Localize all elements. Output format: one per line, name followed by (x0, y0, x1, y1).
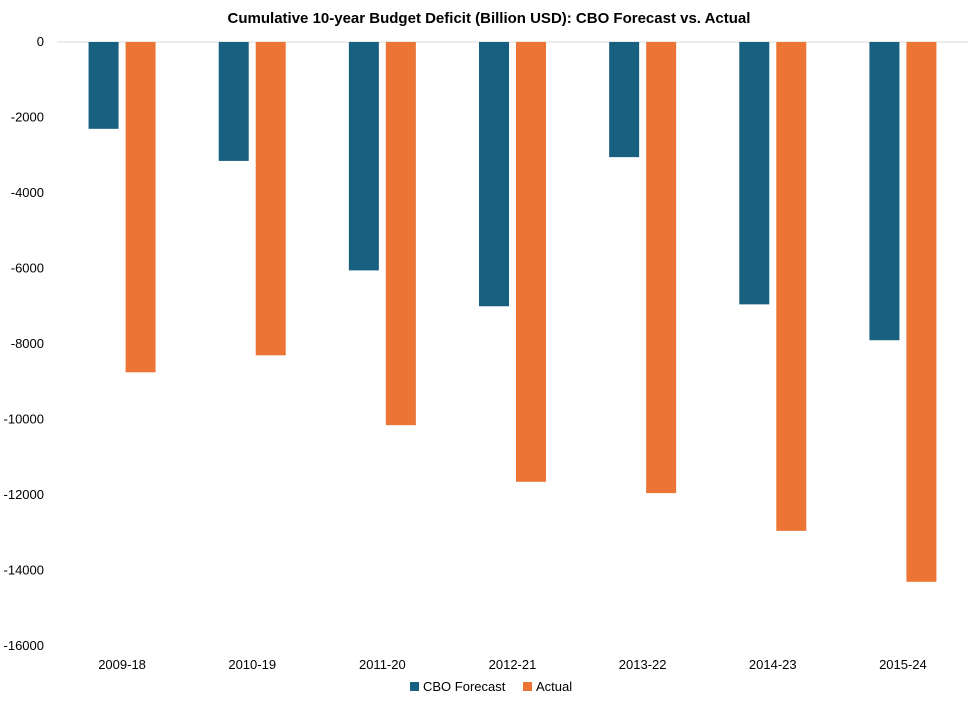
bar-actual-2011-20 (385, 42, 416, 426)
y-tick-label: -6000 (11, 261, 44, 276)
bar-actual-2014-23 (776, 42, 807, 531)
bar-cbo-forecast-2011-20 (348, 42, 379, 271)
legend-swatch-cbo-forecast (410, 682, 419, 691)
y-tick-label: -8000 (11, 336, 44, 351)
y-tick-label: -2000 (11, 110, 44, 125)
x-tick-label: 2012-21 (489, 657, 537, 672)
y-tick-label: -10000 (4, 412, 44, 427)
bar-cbo-forecast-2010-19 (218, 42, 249, 161)
bar-cbo-forecast-2012-21 (479, 42, 509, 307)
y-axis-tick-labels: 0 -2000 -4000 -6000 -8000 -10000 -12000 -14000 -… (4, 34, 44, 653)
legend-swatch-actual (523, 682, 532, 691)
bar-cbo-forecast-2013-22 (609, 42, 640, 158)
legend: CBO Forecast Actual (410, 679, 572, 694)
x-tick-label: 2009-18 (98, 657, 146, 672)
bar-actual-2015-24 (906, 42, 937, 582)
y-tick-label: -4000 (11, 185, 44, 200)
x-tick-label: 2013-22 (619, 657, 667, 672)
bar-cbo-forecast-2015-24 (869, 42, 900, 341)
bar-actual-2012-21 (516, 42, 546, 482)
x-axis-tick-labels: 2009-18 2010-19 2011-20 2012-21 2013-22 2014-… (98, 657, 927, 672)
y-tick-label: 0 (37, 34, 44, 49)
bar-actual-2013-22 (646, 42, 677, 494)
y-tick-label: -12000 (4, 487, 44, 502)
chart-title: Cumulative 10-year Budget Deficit (Billi… (228, 10, 751, 27)
bars (88, 42, 937, 582)
y-tick-label: -16000 (4, 638, 44, 653)
bar-actual-2009-18 (125, 42, 156, 373)
x-tick-label: 2015-24 (879, 657, 927, 672)
legend-label-actual: Actual (536, 679, 572, 694)
legend-label-cbo-forecast: CBO Forecast (423, 679, 506, 694)
y-tick-label: -14000 (4, 563, 44, 578)
x-tick-label: 2014-23 (749, 657, 797, 672)
bar-cbo-forecast-2009-18 (88, 42, 119, 129)
x-tick-label: 2010-19 (228, 657, 276, 672)
x-tick-label: 2011-20 (359, 657, 406, 672)
bar-cbo-forecast-2014-23 (739, 42, 770, 305)
bar-actual-2010-19 (255, 42, 286, 356)
